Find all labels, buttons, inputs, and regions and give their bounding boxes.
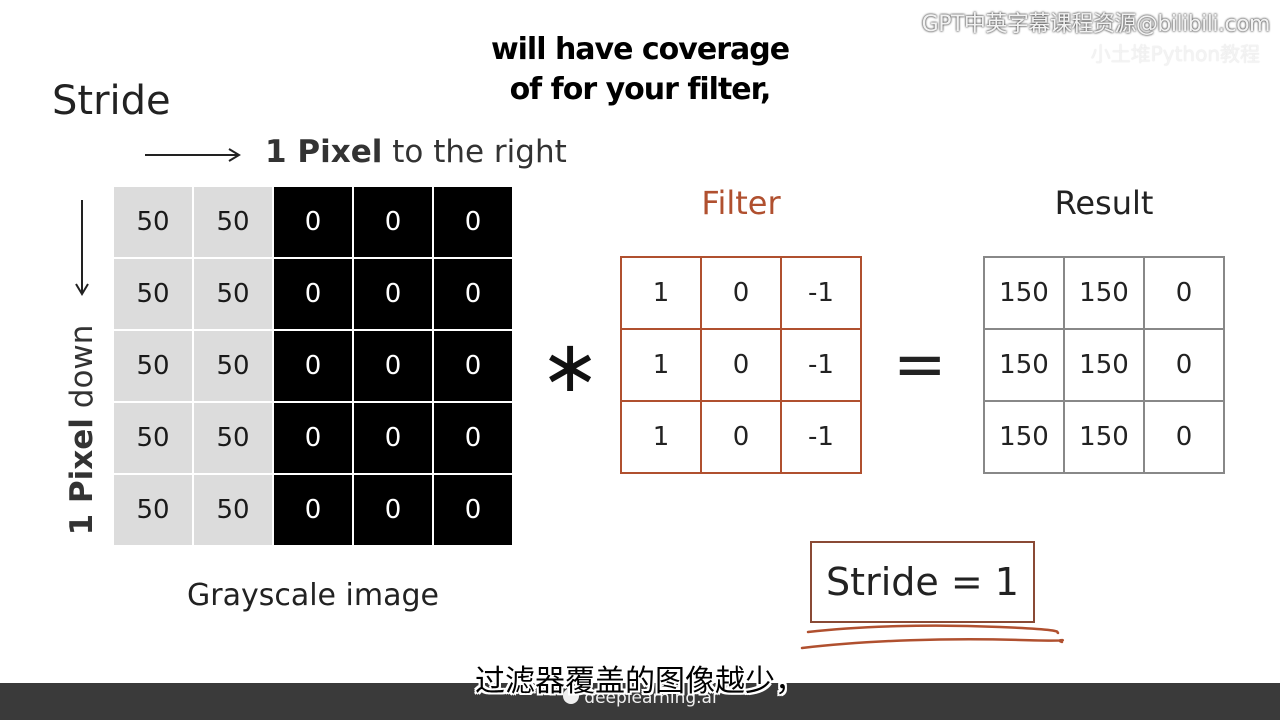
filter-cell: 1 [622, 402, 702, 474]
filter-heading: Filter [701, 184, 781, 222]
filter-cell: -1 [782, 258, 862, 330]
image-cell: 50 [194, 403, 272, 473]
filter-cell: 0 [702, 330, 782, 402]
image-cell: 50 [194, 259, 272, 329]
image-cell: 50 [114, 403, 192, 473]
filter-cell: 1 [622, 330, 702, 402]
result-heading: Result [1054, 184, 1154, 222]
image-cell: 0 [354, 331, 432, 401]
result-cell: 150 [985, 402, 1065, 474]
convolution-operator-icon: ∗ [540, 324, 601, 408]
arrow-right-icon [145, 148, 241, 162]
direction-right-label: 1 Pixel to the right [265, 134, 567, 170]
stride-value-box: Stride = 1 [810, 541, 1035, 623]
image-cell: 50 [194, 331, 272, 401]
image-cell: 50 [194, 475, 272, 545]
direction-down-rest: down [64, 324, 100, 419]
watermark-ghost-text: 小土堆Python教程 [1090, 42, 1260, 66]
image-cell: 0 [354, 187, 432, 257]
brand-text: deeplearning.ai [584, 688, 717, 708]
image-cell: 50 [114, 331, 192, 401]
image-cell: 50 [114, 259, 192, 329]
result-cell: 0 [1145, 402, 1225, 474]
result-cell: 0 [1145, 258, 1225, 330]
grayscale-image-grid: 50 50 0 0 0 50 50 0 0 0 50 50 0 0 0 50 50 0 0 0 50 50 0 0 0 [112, 185, 514, 547]
image-cell: 50 [194, 187, 272, 257]
image-cell: 0 [274, 475, 352, 545]
image-cell: 0 [354, 475, 432, 545]
filter-cell: 0 [702, 258, 782, 330]
direction-right-bold: 1 Pixel [265, 134, 383, 170]
direction-down-bold: 1 Pixel [64, 418, 100, 536]
subtitle-english-line-2: of for your filter, [509, 72, 772, 107]
arrow-down-icon [75, 200, 89, 296]
watermark-text: GPT中英字幕课程资源@bilibili.com [921, 12, 1271, 37]
result-cell: 150 [985, 330, 1065, 402]
filter-cell: -1 [782, 402, 862, 474]
brand-footer: deeplearning.ai [0, 688, 1280, 708]
result-cell: 0 [1145, 330, 1225, 402]
result-cell: 150 [985, 258, 1065, 330]
grayscale-image-caption: Grayscale image [187, 578, 439, 613]
equals-operator-icon: = [893, 328, 947, 402]
subtitle-english-line-1: will have coverage [490, 32, 790, 67]
image-cell: 50 [114, 187, 192, 257]
deeplearning-logo-icon [563, 688, 580, 704]
filter-cell: -1 [782, 330, 862, 402]
image-cell: 50 [114, 475, 192, 545]
result-cell: 150 [1065, 402, 1145, 474]
image-cell: 0 [434, 475, 512, 545]
image-cell: 0 [434, 259, 512, 329]
image-cell: 0 [274, 259, 352, 329]
filter-matrix: 1 0 -1 1 0 -1 1 0 -1 [620, 256, 862, 474]
result-cell: 150 [1065, 258, 1145, 330]
result-matrix: 150 150 0 150 150 0 150 150 0 [983, 256, 1225, 474]
image-cell: 0 [274, 187, 352, 257]
hand-drawn-underline [800, 624, 1064, 650]
slide-title: Stride [52, 78, 171, 124]
image-cell: 0 [274, 403, 352, 473]
direction-down-label: 1 Pixel down [64, 325, 100, 536]
image-cell: 0 [434, 403, 512, 473]
image-cell: 0 [354, 259, 432, 329]
subtitle-english: will have coverage of for your filter, [340, 30, 940, 110]
image-cell: 0 [354, 403, 432, 473]
image-cell: 0 [274, 331, 352, 401]
filter-cell: 1 [622, 258, 702, 330]
image-cell: 0 [434, 187, 512, 257]
subtitle-chinese: 过滤器覆盖的图像越少， [475, 664, 805, 699]
direction-right-rest: to the right [382, 134, 567, 170]
image-cell: 0 [434, 331, 512, 401]
result-cell: 150 [1065, 330, 1145, 402]
filter-cell: 0 [702, 402, 782, 474]
bottom-bar [0, 683, 1280, 720]
